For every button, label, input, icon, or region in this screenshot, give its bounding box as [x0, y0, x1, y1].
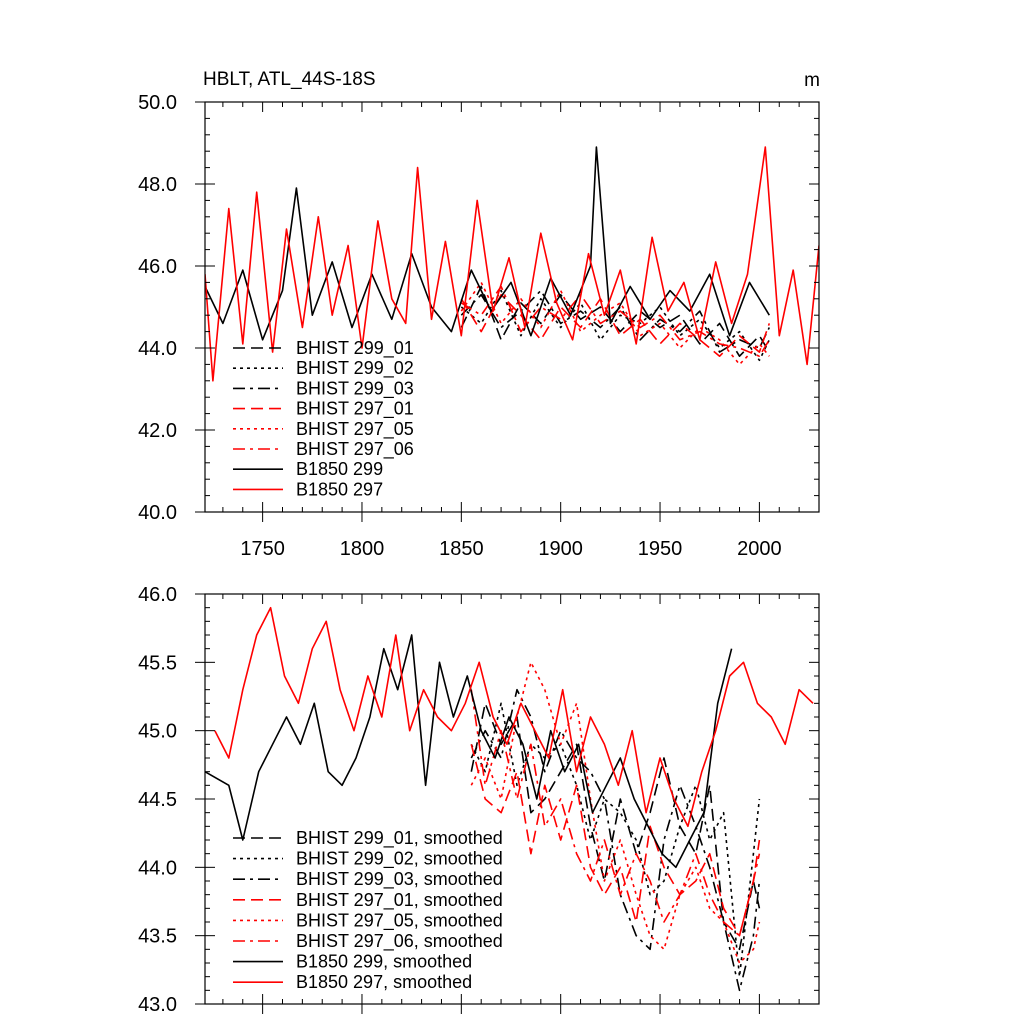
series-line-bottom-1	[470, 702, 761, 978]
series-line-bottom-7	[214, 606, 814, 828]
y-tick-label: 50.0	[138, 92, 177, 114]
legend-label: B1850 299	[296, 459, 383, 479]
units-label: m	[804, 70, 820, 91]
x-tick-label: 1800	[340, 538, 385, 560]
legend-label: BHIST 297_06	[296, 439, 414, 460]
y-tick-label: 44.0	[138, 857, 177, 879]
legend-label: BHIST 299_03	[296, 378, 414, 399]
chart-title: HBLT, ATL_44S-18S	[203, 69, 376, 90]
series-line-bottom-4	[470, 661, 761, 964]
y-tick-label: 48.0	[138, 174, 177, 196]
y-tick-label: 43.5	[138, 926, 177, 948]
x-tick-label: 1900	[538, 538, 583, 560]
y-tick-label: 40.0	[138, 502, 177, 524]
y-tick-label: 46.0	[138, 256, 177, 278]
series-line-bottom-6	[205, 634, 733, 869]
y-tick-label: 45.5	[138, 652, 177, 674]
y-tick-label: 42.0	[138, 420, 177, 442]
legend-label: BHIST 299_01, smoothed	[296, 828, 503, 849]
legend-label: BHIST 297_06, smoothed	[296, 931, 503, 952]
y-tick-label: 46.0	[138, 584, 177, 606]
bottom-plot-area: 43.0 43.5 44.0 44.5 45.0 45.5 46.0 BHIST 299_01…	[138, 584, 820, 1016]
legend-label: B1850 299, smoothed	[296, 952, 472, 972]
top-plot-area: 1750 1800 1850 1900 1950 2000 40.0 42.0 44.0 46.0…	[138, 92, 820, 560]
series-line-top-1	[460, 289, 771, 362]
y-tick-label: 45.0	[138, 721, 177, 743]
legend-label: BHIST 299_02	[296, 358, 414, 379]
legend-label: BHIST 297_01, smoothed	[296, 890, 503, 911]
y-tick-label: 44.0	[138, 338, 177, 360]
plot-frame	[204, 101, 820, 513]
series-line-top-5	[460, 285, 770, 358]
x-tick-label: 1850	[439, 538, 484, 560]
series-line-bottom-0	[470, 702, 761, 951]
series-line-top-0	[460, 285, 770, 358]
legend-label: BHIST 299_02, smoothed	[296, 849, 503, 870]
x-tick-label: 1950	[638, 538, 683, 560]
legend-label: B1850 297, smoothed	[296, 972, 472, 992]
legend-label: BHIST 299_01	[296, 338, 414, 359]
x-tick-label: 2000	[737, 538, 782, 560]
series-line-top-6	[205, 146, 770, 341]
y-tick-label: 43.0	[138, 994, 177, 1016]
legend-label: BHIST 299_03, smoothed	[296, 869, 503, 890]
series-line-top-2	[460, 289, 771, 353]
series-line-top-7	[205, 146, 819, 382]
series-line-bottom-3	[470, 744, 761, 937]
legend-label: B1850 297	[296, 479, 383, 499]
legend-label: BHIST 297_05, smoothed	[296, 910, 503, 931]
bottom-panel: 43.0 43.5 44.0 44.5 45.0 45.5 46.0 BHIST 299_01…	[138, 584, 820, 1016]
x-tick-label: 1750	[240, 538, 285, 560]
y-tick-label: 44.5	[138, 789, 177, 811]
top-panel: HBLT, ATL_44S-18S m 1750 1800 1850 1900 1950…	[138, 69, 820, 560]
legend-label: BHIST 297_01	[296, 399, 414, 420]
series-line-bottom-5	[470, 689, 761, 937]
legend-label: BHIST 297_05	[296, 419, 414, 440]
series-line-top-3	[460, 293, 771, 358]
